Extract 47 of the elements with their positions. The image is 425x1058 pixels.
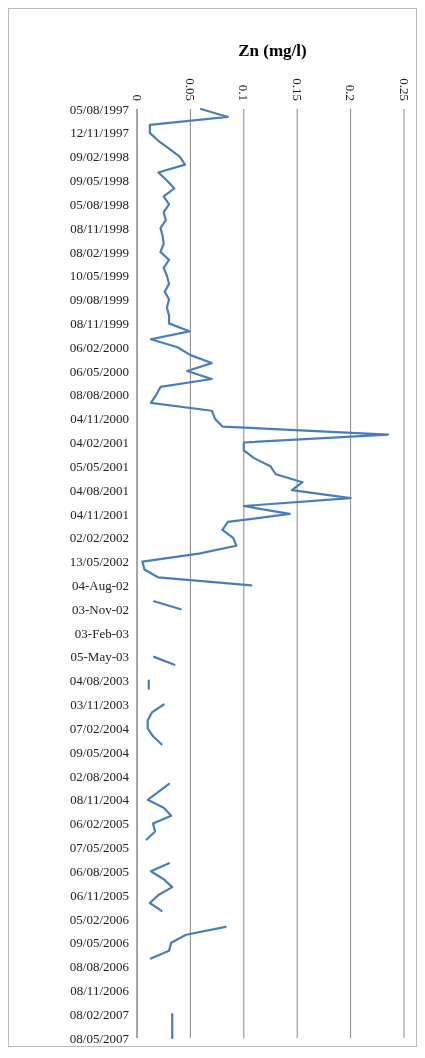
y-tick-label: 04/11/2000 (70, 411, 129, 427)
x-tick-label: 0.2 (343, 84, 359, 101)
y-tick-label: 06/02/2005 (69, 816, 129, 832)
x-tick-label: 0.15 (289, 78, 305, 101)
y-tick-label: 03-Nov-02 (71, 601, 129, 617)
y-tick-label: 08/05/2007 (69, 1030, 130, 1046)
y-tick-label: 06/08/2005 (69, 863, 129, 879)
y-tick-label: 08/11/2006 (70, 982, 130, 998)
y-tick-label: 04/08/2001 (69, 482, 129, 498)
y-tick-label: 08/08/2000 (69, 387, 129, 403)
y-tick-label: 06/05/2000 (69, 363, 129, 379)
y-tick-label: 08/02/2007 (69, 1006, 130, 1022)
y-tick-label: 06/02/2000 (69, 339, 129, 355)
y-tick-label: 04/02/2001 (69, 435, 129, 451)
y-tick-label: 09/05/2004 (69, 744, 130, 760)
x-tick-label: 0.1 (236, 84, 252, 101)
y-tick-label: 05-May-03 (70, 649, 129, 665)
y-tick-label: 13/05/2002 (69, 554, 129, 570)
x-tick-label: 0 (129, 94, 145, 101)
chart-title: Zn (mg/l) (237, 40, 308, 61)
y-tick-label: 05/05/2001 (69, 458, 129, 474)
y-tick-label: 02/02/2002 (69, 530, 129, 546)
y-tick-label: 02/08/2004 (69, 768, 130, 784)
y-tick-label: 09/05/2006 (69, 935, 130, 951)
y-tick-label: 06/11/2005 (70, 887, 129, 903)
y-tick-label: 08/11/2004 (70, 792, 130, 808)
y-tick-label: 10/05/1999 (69, 268, 129, 284)
y-tick-label: 03-Feb-03 (74, 625, 129, 641)
y-tick-label: 03/11/2003 (70, 697, 129, 713)
y-tick-label: 05/08/1997 (69, 101, 130, 117)
y-tick-label: 09/02/1998 (69, 149, 129, 165)
y-tick-label: 08/11/1999 (70, 316, 129, 331)
y-tick-label: 05/08/1998 (69, 196, 129, 212)
y-tick-label: 07/05/2005 (69, 840, 129, 856)
x-tick-label: 0.05 (182, 78, 198, 101)
y-tick-label: 04-Aug-02 (71, 578, 129, 594)
x-tick-label: 0.25 (396, 78, 412, 101)
y-tick-label: 07/02/2004 (69, 720, 130, 736)
y-tick-label: 08/11/1998 (70, 220, 129, 236)
y-tick-label: 05/02/2006 (69, 911, 130, 927)
y-tick-label: 04/08/2003 (69, 673, 129, 689)
y-tick-label: 08/08/2006 (69, 959, 130, 975)
y-tick-label: 08/02/1999 (69, 244, 129, 260)
y-tick-label: 04/11/2001 (70, 506, 129, 522)
y-tick-label: 12/11/1997 (70, 125, 130, 141)
y-tick-label: 09/08/1999 (69, 292, 129, 308)
y-tick-label: 09/05/1998 (69, 173, 129, 189)
